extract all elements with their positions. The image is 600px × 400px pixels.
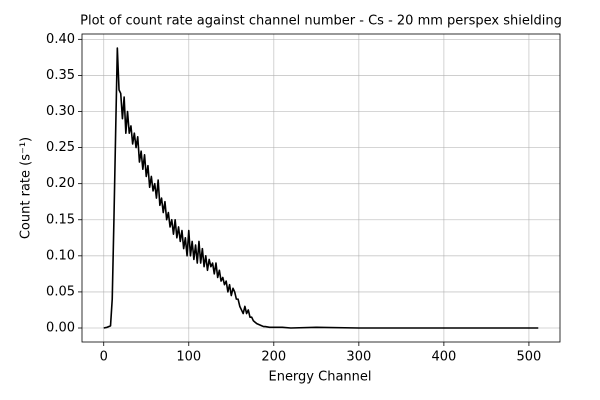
x-tick-label: 400 xyxy=(431,350,456,365)
x-tick-label: 300 xyxy=(346,350,371,365)
y-tick-label: 0.10 xyxy=(46,248,75,263)
chart-title: Plot of count rate against channel numbe… xyxy=(80,14,562,29)
y-tick-label: 0.25 xyxy=(46,140,75,155)
y-tick-label: 0.35 xyxy=(46,68,75,83)
y-axis-label: Count rate (s⁻¹) xyxy=(19,137,34,239)
y-tick-label: 0.00 xyxy=(46,321,75,336)
y-tick-label: 0.40 xyxy=(46,32,75,47)
data-line xyxy=(103,47,539,329)
plot-frame xyxy=(81,33,561,343)
x-axis-label: Energy Channel xyxy=(268,370,371,385)
y-tick-label: 0.20 xyxy=(46,176,75,191)
x-tick-label: 200 xyxy=(261,350,286,365)
y-tick-label: 0.05 xyxy=(46,284,75,299)
x-tick-label: 100 xyxy=(176,350,201,365)
x-tick-label: 0 xyxy=(100,350,108,365)
x-tick-label: 500 xyxy=(517,350,542,365)
y-tick-label: 0.15 xyxy=(46,212,75,227)
y-tick-label: 0.30 xyxy=(46,104,75,119)
